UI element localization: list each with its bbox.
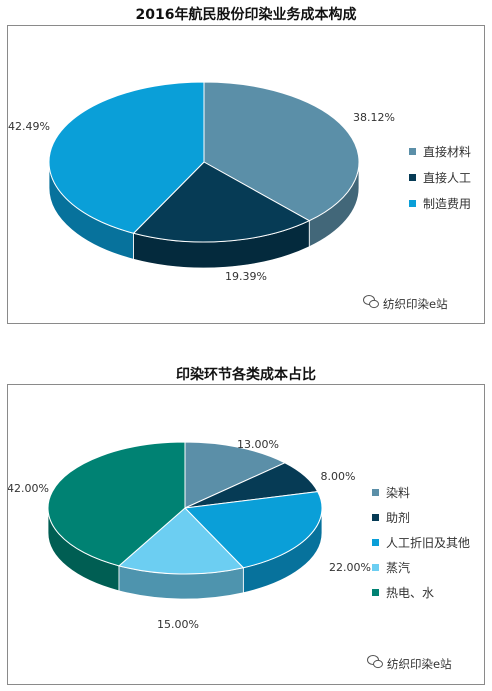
chart1-legend-swatch-1 bbox=[409, 148, 416, 155]
chart2-data-label-3: 22.00% bbox=[329, 561, 371, 574]
chart1-legend-swatch-3 bbox=[409, 200, 416, 207]
chart2-legend-swatch-2 bbox=[372, 514, 379, 521]
chart2-legend-swatch-1 bbox=[372, 489, 379, 496]
chart1-panel: 38.12% 19.39% 42.49% 直接材料直接人工制造费用纺织印染e站 bbox=[7, 25, 485, 324]
chart1-data-label-1: 38.12% bbox=[353, 111, 395, 124]
chart2-slice-1 bbox=[184, 441, 287, 509]
chart1-data-label-3: 42.49% bbox=[8, 120, 50, 133]
chart2-legend-label-5: 热电、水 bbox=[386, 586, 434, 600]
chart2-slice-5 bbox=[47, 441, 186, 567]
chart1-legend-label-3: 制造费用 bbox=[423, 197, 471, 211]
chart2-legend-label-3: 人工折旧及其他 bbox=[386, 535, 470, 550]
watermark-text: 纺织印染e站 bbox=[387, 657, 452, 671]
chart2-panel: 13.00% 8.00% 22.00% 15.00% 42.00% 染料助剂人工折旧及其他… bbox=[7, 384, 485, 685]
chart2-legend-swatch-4 bbox=[372, 564, 379, 571]
chart1-legend-label-1: 直接材料 bbox=[423, 144, 471, 159]
chart1-legend-label-2: 直接人工 bbox=[423, 170, 471, 185]
chart2-data-label-4: 15.00% bbox=[157, 618, 199, 631]
chart1-legend-swatch-2 bbox=[409, 174, 416, 181]
watermark-text: 纺织印染e站 bbox=[383, 297, 448, 311]
chart2-legend-swatch-5 bbox=[372, 589, 379, 596]
wechat-icon bbox=[363, 295, 379, 309]
chart2-slice-4 bbox=[117, 507, 245, 575]
chart2-legend-label-4: 蒸汽 bbox=[386, 560, 410, 575]
chart2-plot: 13.00% 8.00% 22.00% 15.00% 42.00% 染料助剂人工折旧及其他… bbox=[8, 438, 470, 671]
chart2-data-label-2: 8.00% bbox=[321, 470, 356, 483]
chart1-slice-1 bbox=[203, 81, 360, 222]
chart2-legend-swatch-3 bbox=[372, 539, 379, 546]
wechat-icon bbox=[367, 655, 383, 669]
chart2-data-label-5: 42.00% bbox=[8, 482, 49, 495]
chart2-data-label-1: 13.00% bbox=[237, 438, 279, 451]
chart1-data-label-2: 19.39% bbox=[225, 270, 267, 283]
chart2-title: 印染环节各类成本占比 bbox=[176, 367, 316, 383]
chart1-slice-2 bbox=[132, 161, 311, 243]
chart1-title: 2016年航民股份印染业务成本构成 bbox=[135, 7, 357, 23]
chart2-slice-3 bbox=[183, 491, 323, 569]
chart1-slice-3 bbox=[48, 81, 205, 234]
chart2-legend-label-2: 助剂 bbox=[386, 510, 410, 525]
chart2-legend-label-1: 染料 bbox=[386, 485, 410, 500]
